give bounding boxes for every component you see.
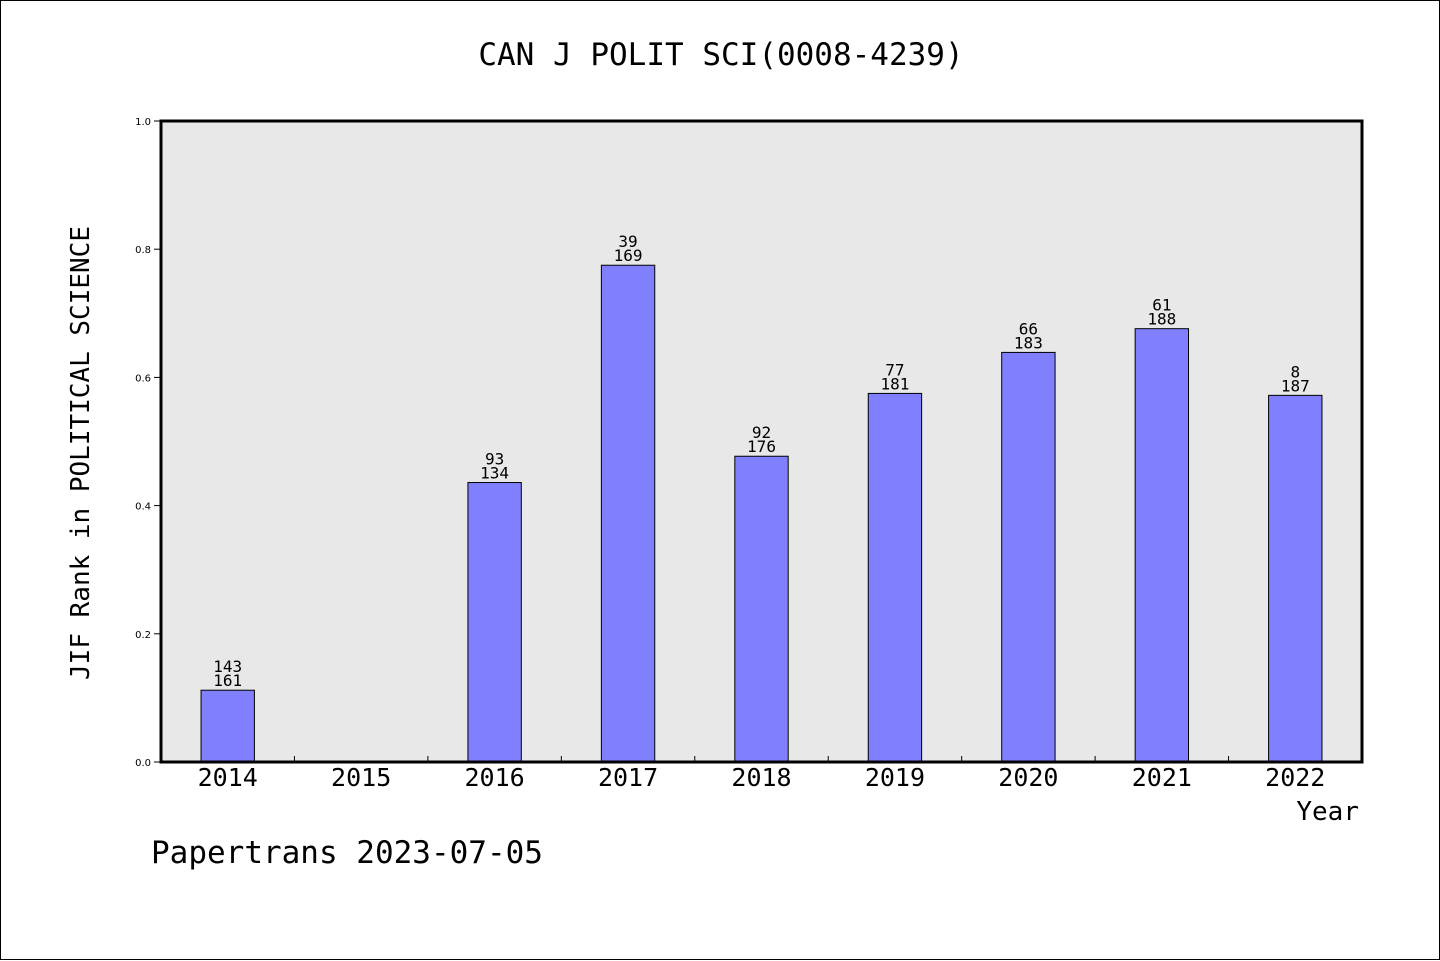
y-tick-label: 1.0 — [135, 117, 151, 128]
x-axis: 2014 2015 2016 2017 2018 2019 2020 2021 2022 — [198, 756, 1325, 792]
total-label: 187 — [1281, 376, 1310, 395]
x-tick-label: 2016 — [465, 763, 525, 792]
total-label: 188 — [1147, 310, 1176, 329]
y-axis-label: JIF Rank in POLITICAL SCIENCE — [66, 226, 96, 680]
bar-2016 — [467, 482, 522, 763]
rank-label: 77 — [885, 360, 904, 379]
rank-label: 143 — [213, 657, 242, 676]
y-tick-label: 0.6 — [135, 373, 151, 384]
x-tick-label: 2020 — [998, 763, 1058, 792]
plot-frame — [159, 119, 1364, 764]
bar-2020 — [1001, 351, 1056, 763]
rank-label: 8 — [1290, 362, 1300, 381]
rank-label: 61 — [1152, 296, 1171, 315]
total-label: 181 — [880, 374, 909, 393]
x-tick-label: 2022 — [1265, 763, 1325, 792]
y-tick-label: 0.2 — [135, 630, 151, 641]
x-tick-label: 2019 — [865, 763, 925, 792]
total-label: 169 — [614, 246, 643, 265]
x-axis-label: Year — [1296, 797, 1359, 827]
x-tick-label: 2015 — [331, 763, 391, 792]
y-axis: 0.0 0.2 0.4 0.6 0.8 1.0 — [135, 117, 161, 769]
rank-label: 92 — [752, 423, 771, 442]
bar-2014 — [200, 689, 255, 763]
x-tick-label: 2014 — [198, 763, 258, 792]
rank-label: 66 — [1019, 319, 1038, 338]
x-tick-label: 2018 — [731, 763, 791, 792]
total-label: 161 — [213, 671, 242, 690]
total-label: 176 — [747, 437, 776, 456]
y-tick-label: 0.0 — [135, 758, 151, 769]
bar-2021 — [1134, 328, 1190, 763]
rank-label: 39 — [618, 232, 637, 251]
total-label: 134 — [480, 464, 509, 483]
chart-title: CAN J POLIT SCI(0008-4239) — [478, 37, 964, 73]
footer-credit: Papertrans 2023-07-05 — [151, 835, 543, 871]
bar-2018 — [734, 455, 789, 763]
y-tick-label: 0.8 — [135, 245, 151, 256]
y-tick-label: 0.4 — [135, 502, 151, 513]
x-tick-label: 2017 — [598, 763, 658, 792]
bar-2017 — [600, 264, 656, 763]
bars — [200, 264, 1323, 763]
x-tick-label: 2021 — [1132, 763, 1192, 792]
rank-label: 93 — [485, 450, 504, 469]
total-label: 183 — [1014, 333, 1043, 352]
bar-2019 — [867, 392, 923, 763]
bar-2022 — [1268, 394, 1323, 763]
